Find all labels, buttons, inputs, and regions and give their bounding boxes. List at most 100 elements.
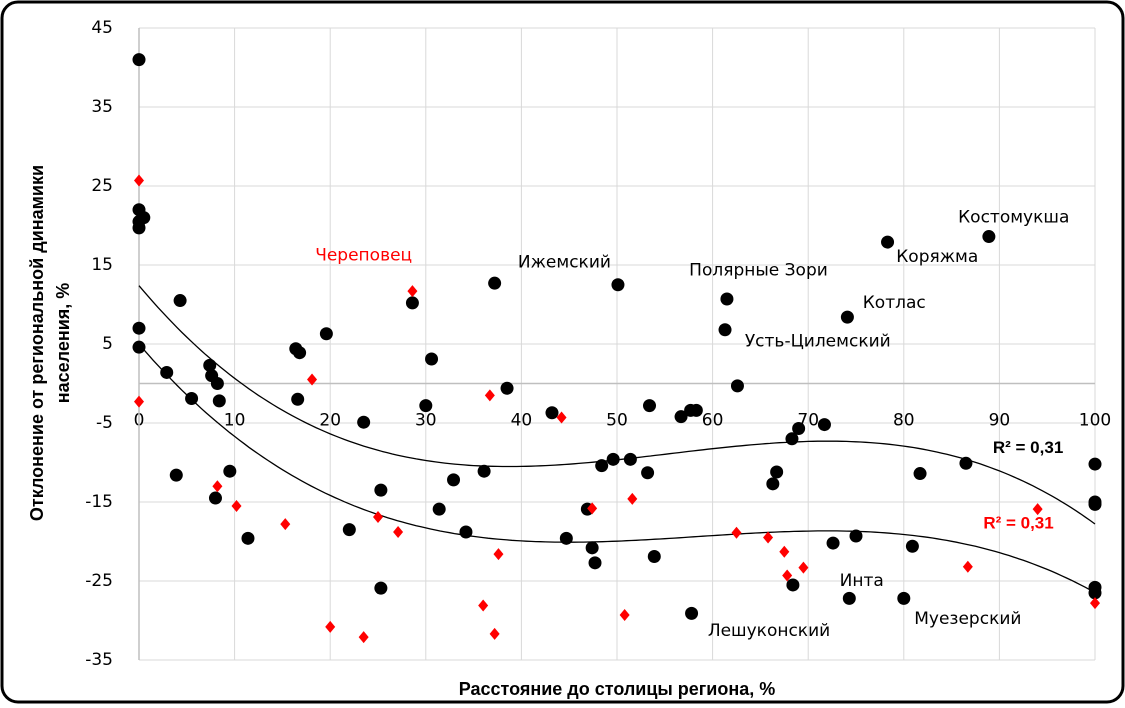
y-tick-label: -5: [96, 413, 113, 433]
point: [779, 545, 790, 558]
point: [962, 560, 973, 573]
point: [432, 502, 446, 516]
annotation: R² = 0,31: [983, 514, 1053, 533]
x-tick-label: 10: [224, 411, 246, 431]
y-axis-title-line: населения, %: [53, 283, 73, 404]
point: [897, 591, 911, 605]
point: [905, 539, 919, 553]
point: [325, 620, 336, 633]
point: [647, 550, 661, 564]
point: [280, 518, 291, 531]
point: [307, 373, 318, 386]
x-tick-label: 50: [606, 411, 628, 431]
point: [881, 235, 895, 249]
point: [393, 526, 404, 539]
y-tick-label: -15: [85, 492, 113, 512]
point: [1088, 497, 1102, 511]
x-tick-label: 90: [989, 411, 1011, 431]
annotation: Полярные Зори: [689, 261, 828, 281]
point: [1090, 597, 1100, 610]
point: [173, 294, 187, 308]
point: [606, 452, 620, 466]
point: [595, 459, 609, 473]
point: [319, 327, 333, 341]
point: [674, 410, 688, 424]
y-tick-label: 35: [91, 97, 113, 117]
point: [132, 340, 146, 354]
y-tick-label: -35: [85, 650, 113, 670]
point: [559, 531, 573, 545]
point: [842, 591, 856, 605]
point: [782, 569, 793, 582]
point: [627, 492, 638, 505]
point: [484, 389, 495, 402]
annotation: Костомукша: [958, 208, 1069, 228]
point: [407, 285, 418, 298]
point: [1088, 457, 1102, 471]
point: [585, 541, 599, 555]
point: [913, 467, 927, 481]
annotation: Коряжма: [896, 247, 978, 267]
x-tick-label: 20: [319, 411, 341, 431]
point: [223, 464, 237, 478]
point: [545, 406, 559, 420]
x-tick-label: 30: [415, 411, 437, 431]
point: [134, 395, 144, 408]
point: [425, 352, 439, 366]
point: [134, 174, 144, 187]
point: [132, 321, 146, 335]
annotation: R² = 0,31: [993, 438, 1063, 457]
x-tick-label: 60: [702, 411, 724, 431]
point: [212, 394, 226, 408]
point: [982, 230, 996, 244]
point: [500, 381, 514, 395]
point: [587, 502, 598, 515]
point: [959, 456, 973, 470]
point: [478, 599, 489, 612]
point: [374, 483, 388, 497]
annotation: Котлас: [863, 293, 926, 313]
point: [643, 399, 657, 413]
annotation: Череповец: [315, 246, 412, 266]
point: [373, 511, 383, 524]
point: [132, 221, 146, 235]
point: [718, 323, 732, 337]
point: [786, 578, 800, 592]
point: [826, 536, 840, 550]
point: [447, 473, 461, 487]
point: [849, 529, 863, 543]
y-tick-label: 45: [91, 18, 113, 38]
x-tick-label: 80: [893, 411, 915, 431]
point: [342, 523, 356, 537]
point: [208, 491, 222, 505]
point: [731, 526, 742, 539]
point: [641, 466, 655, 480]
x-tick-label: 100: [1079, 411, 1111, 431]
point: [132, 53, 146, 67]
point: [357, 415, 371, 429]
point: [477, 464, 491, 478]
point: [169, 468, 183, 482]
annotation: Лешуконский: [708, 621, 830, 641]
point: [556, 411, 567, 424]
point: [493, 548, 504, 561]
annotation: Инта: [840, 571, 884, 591]
point: [619, 608, 630, 621]
y-tick-label: -25: [85, 571, 113, 591]
point: [766, 477, 780, 491]
point: [160, 365, 174, 379]
point: [374, 581, 388, 595]
point: [623, 452, 637, 466]
point: [488, 276, 502, 290]
point: [817, 418, 831, 432]
x-axis-title: Расстояние до столицы региона, %: [459, 679, 776, 699]
point: [689, 403, 703, 417]
point: [720, 292, 734, 306]
y-tick-label: 25: [91, 176, 113, 196]
point: [685, 606, 699, 620]
point: [1088, 586, 1102, 600]
point: [763, 531, 774, 544]
point: [792, 422, 806, 436]
